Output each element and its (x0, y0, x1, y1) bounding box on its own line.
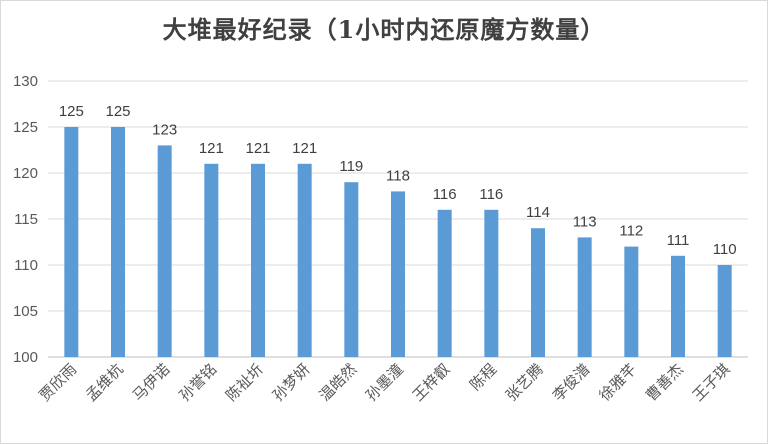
data-label: 112 (619, 223, 643, 240)
data-label: 123 (152, 121, 177, 138)
bar (157, 145, 172, 357)
category-label: 张艺腾 (502, 360, 547, 405)
bar (251, 163, 265, 357)
data-label: 125 (105, 103, 130, 120)
category-label: 王子琪 (689, 360, 734, 405)
category-label: 温皓然 (316, 360, 361, 405)
bar (671, 255, 685, 357)
category-label: 孙誉铭 (176, 360, 221, 405)
category-label: 马伊诺 (129, 360, 174, 405)
bar (344, 182, 359, 357)
data-label: 116 (479, 186, 503, 203)
category-label: 陈祉圻 (222, 360, 267, 405)
bars (64, 127, 732, 357)
data-label: 114 (526, 204, 550, 221)
category-label: 徐雅芊 (596, 360, 641, 405)
y-tick-label: 105 (13, 303, 38, 320)
bar (437, 209, 452, 357)
data-label: 121 (199, 140, 224, 157)
data-labels: 125 125 123 121 121 121 119 118 116 116 114 113 112 1… (59, 103, 737, 258)
data-label: 116 (433, 186, 457, 203)
y-axis-ticks: 100 105 110 115 120 125 130 (13, 73, 38, 366)
bar (624, 246, 639, 357)
data-label: 121 (245, 140, 270, 157)
y-tick-label: 120 (13, 165, 38, 182)
data-label: 119 (339, 158, 363, 175)
category-label: 孙梦妍 (269, 360, 314, 405)
bar (531, 228, 545, 357)
category-label: 孙墨潼 (362, 360, 407, 405)
y-tick-label: 115 (14, 211, 38, 228)
data-label: 113 (573, 213, 597, 230)
y-tick-label: 125 (13, 119, 38, 136)
category-label: 贾欣雨 (36, 360, 81, 405)
bar (297, 163, 312, 357)
y-tick-label: 130 (13, 73, 38, 90)
data-label: 110 (713, 241, 737, 258)
category-label: 李俊潽 (549, 360, 594, 405)
bar (577, 237, 592, 357)
bar (391, 191, 405, 357)
data-label: 118 (386, 167, 410, 184)
bar (204, 163, 219, 357)
category-label: 曹善杰 (642, 360, 687, 405)
data-label: 125 (59, 103, 84, 120)
bar (111, 127, 125, 357)
bar (717, 265, 732, 357)
category-label: 王梓叡 (409, 360, 454, 405)
y-tick-label: 100 (13, 349, 38, 366)
chart-title: 大堆最好纪录（1小时内还原魔方数量） (162, 15, 606, 44)
category-label: 孟维杭 (82, 360, 127, 405)
category-label: 陈程 (466, 360, 500, 394)
y-tick-label: 110 (14, 257, 38, 274)
bar (484, 209, 499, 357)
data-label: 121 (292, 140, 317, 157)
data-label: 111 (667, 232, 690, 249)
bar (64, 127, 79, 357)
category-labels: 贾欣雨 孟维杭 马伊诺 孙誉铭 陈祉圻 孙梦妍 温皓然 孙墨潼 王梓叡 陈程 张艺腾 李俊潽 徐雅芊 曹善… (36, 360, 734, 405)
